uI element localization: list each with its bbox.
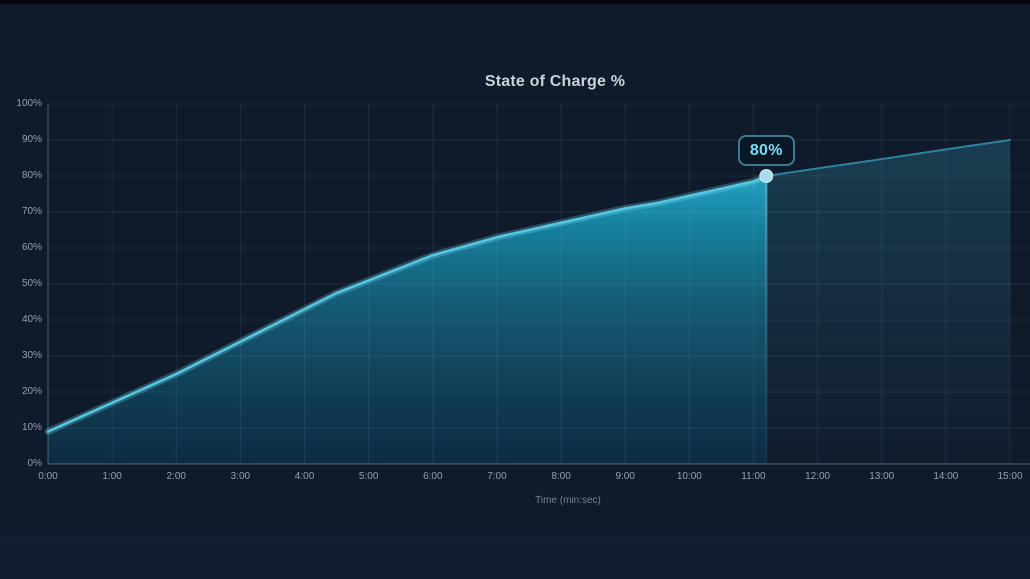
x-tick-label: 1:00 bbox=[102, 471, 122, 482]
x-tick-label: 7:00 bbox=[487, 471, 507, 482]
y-tick-label: 40% bbox=[21, 314, 42, 325]
projected-area-fill bbox=[766, 140, 1010, 464]
y-tick-label: 20% bbox=[21, 386, 42, 397]
top-bar bbox=[0, 0, 1030, 4]
x-tick-label: 8:00 bbox=[551, 471, 571, 482]
y-tick-label: 80% bbox=[21, 170, 42, 181]
x-tick-label: 6:00 bbox=[423, 471, 443, 482]
x-tick-label: 5:00 bbox=[358, 471, 379, 482]
y-tick-label: 90% bbox=[21, 134, 42, 145]
y-tick-label: 0% bbox=[27, 458, 42, 469]
y-tick-label: 50% bbox=[21, 278, 42, 289]
x-tick-label: 0:00 bbox=[38, 471, 58, 482]
x-tick-label: 10:00 bbox=[676, 471, 702, 482]
x-axis-title: Time (min:sec) bbox=[535, 495, 601, 506]
x-tick-label: 15:00 bbox=[997, 471, 1023, 482]
axis-lines bbox=[47, 104, 1030, 465]
bottom-shade bbox=[0, 537, 1030, 579]
x-tick-label: 13:00 bbox=[869, 471, 895, 482]
marker-vertical-line bbox=[765, 176, 768, 464]
y-tick-label: 30% bbox=[21, 350, 42, 361]
marker-dot[interactable] bbox=[759, 169, 774, 183]
x-tick-label: 9:00 bbox=[615, 471, 635, 482]
y-tick-label: 100% bbox=[16, 98, 42, 109]
y-tick-label: 70% bbox=[21, 206, 42, 217]
x-tick-label: 2:00 bbox=[166, 471, 186, 482]
soc-line bbox=[46, 174, 768, 433]
y-tick-label: 60% bbox=[21, 242, 42, 253]
chart-title: State of Charge % bbox=[484, 73, 626, 90]
x-tick-label: 12:00 bbox=[805, 471, 831, 482]
x-tick-label: 4:00 bbox=[294, 471, 315, 482]
soc-value-label: 80% bbox=[749, 141, 783, 159]
grid-lines bbox=[47, 103, 1030, 465]
x-tick-label: 3:00 bbox=[230, 471, 251, 482]
y-tick-label: 10% bbox=[21, 422, 42, 433]
soc-value-tooltip: 80% bbox=[737, 135, 795, 166]
soc-area-fill bbox=[48, 176, 767, 464]
projected-line bbox=[765, 139, 1011, 177]
x-tick-label: 11:00 bbox=[741, 471, 766, 482]
x-tick-label: 14:00 bbox=[933, 471, 959, 482]
